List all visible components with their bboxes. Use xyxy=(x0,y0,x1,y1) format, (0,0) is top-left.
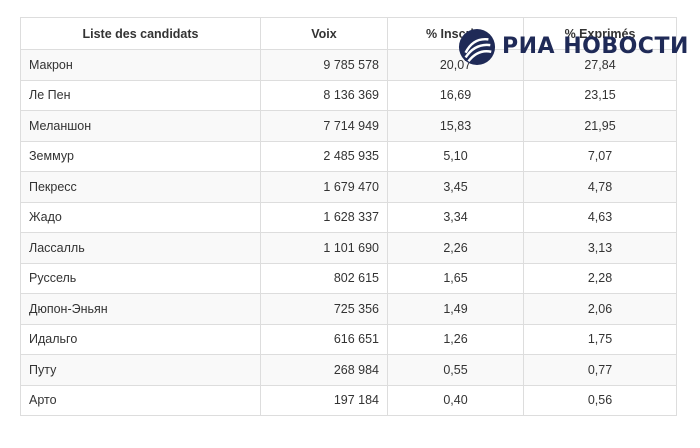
pct-registered-cell: 3,34 xyxy=(387,201,524,233)
candidate-name-cell: Макрон xyxy=(20,49,261,81)
table-row: Ле Пен 8 136 369 16,69 23,15 xyxy=(20,79,677,111)
candidate-name-cell: Арто xyxy=(20,384,261,416)
pct-expressed-cell: 3,13 xyxy=(523,232,677,264)
candidate-name-cell: Дюпон-Эньян xyxy=(20,293,261,325)
table-header-row: Liste des candidats Voix % Inscrits % Ex… xyxy=(20,17,677,50)
candidate-name-cell: Пекресс xyxy=(20,171,261,203)
watermark-text: РИА НОВОСТИ xyxy=(502,34,689,59)
votes-cell: 2 485 935 xyxy=(260,140,388,172)
pct-registered-cell: 0,40 xyxy=(387,384,524,416)
table-row: Меланшон 7 714 949 15,83 21,95 xyxy=(20,110,677,142)
pct-registered-cell: 1,65 xyxy=(387,262,524,294)
votes-cell: 802 615 xyxy=(260,262,388,294)
votes-cell: 9 785 578 xyxy=(260,49,388,81)
table-row: Лассалль 1 101 690 2,26 3,13 xyxy=(20,232,677,264)
pct-registered-cell: 0,55 xyxy=(387,354,524,386)
votes-cell: 1 679 470 xyxy=(260,171,388,203)
pct-expressed-cell: 2,28 xyxy=(523,262,677,294)
pct-registered-cell: 5,10 xyxy=(387,140,524,172)
pct-expressed-cell: 23,15 xyxy=(523,79,677,111)
pct-expressed-cell: 7,07 xyxy=(523,140,677,172)
pct-expressed-cell: 0,56 xyxy=(523,384,677,416)
header-votes: Voix xyxy=(260,17,388,50)
table-row: Дюпон-Эньян 725 356 1,49 2,06 xyxy=(20,293,677,325)
pct-expressed-cell: 0,77 xyxy=(523,354,677,386)
candidate-name-cell: Руссель xyxy=(20,262,261,294)
pct-registered-cell: 3,45 xyxy=(387,171,524,203)
table-body: Макрон 9 785 578 20,07 27,84 Ле Пен 8 136 369… xyxy=(20,49,677,416)
candidate-name-cell: Меланшон xyxy=(20,110,261,142)
table-row: Идальго 616 651 1,26 1,75 xyxy=(20,323,677,355)
table-row: Земмур 2 485 935 5,10 7,07 xyxy=(20,140,677,172)
pct-registered-cell: 1,26 xyxy=(387,323,524,355)
candidate-name-cell: Путу xyxy=(20,354,261,386)
table-row: Арто 197 184 0,40 0,56 xyxy=(20,384,677,416)
votes-cell: 7 714 949 xyxy=(260,110,388,142)
pct-registered-cell: 20,07 xyxy=(387,49,524,81)
table-row: Руссель 802 615 1,65 2,28 xyxy=(20,262,677,294)
ria-novosti-watermark: РИА НОВОСТИ xyxy=(458,27,689,67)
candidate-name-cell: Лассалль xyxy=(20,232,261,264)
pct-expressed-cell: 4,78 xyxy=(523,171,677,203)
votes-cell: 268 984 xyxy=(260,354,388,386)
table-row: Путу 268 984 0,55 0,77 xyxy=(20,354,677,386)
candidate-name-cell: Жадо xyxy=(20,201,261,233)
votes-cell: 1 101 690 xyxy=(260,232,388,264)
candidate-name-cell: Земмур xyxy=(20,140,261,172)
ria-novosti-logo-icon xyxy=(458,28,496,66)
header-candidates: Liste des candidats xyxy=(20,17,261,50)
votes-cell: 616 651 xyxy=(260,323,388,355)
pct-expressed-cell: 4,63 xyxy=(523,201,677,233)
pct-expressed-cell: 2,06 xyxy=(523,293,677,325)
votes-cell: 197 184 xyxy=(260,384,388,416)
votes-cell: 8 136 369 xyxy=(260,79,388,111)
pct-registered-cell: 16,69 xyxy=(387,79,524,111)
pct-expressed-cell: 1,75 xyxy=(523,323,677,355)
candidate-name-cell: Ле Пен xyxy=(20,79,261,111)
election-results-table: Liste des candidats Voix % Inscrits % Ex… xyxy=(20,17,677,416)
votes-cell: 725 356 xyxy=(260,293,388,325)
pct-expressed-cell: 27,84 xyxy=(523,49,677,81)
table-row: Пекресс 1 679 470 3,45 4,78 xyxy=(20,171,677,203)
pct-registered-cell: 1,49 xyxy=(387,293,524,325)
pct-registered-cell: 2,26 xyxy=(387,232,524,264)
pct-expressed-cell: 21,95 xyxy=(523,110,677,142)
votes-cell: 1 628 337 xyxy=(260,201,388,233)
candidate-name-cell: Идальго xyxy=(20,323,261,355)
header-pct-expressed: % Exprimés xyxy=(523,17,677,50)
results-table-container: Liste des candidats Voix % Inscrits % Ex… xyxy=(20,17,677,416)
table-row: Макрон 9 785 578 20,07 27,84 xyxy=(20,49,677,81)
table-row: Жадо 1 628 337 3,34 4,63 xyxy=(20,201,677,233)
pct-registered-cell: 15,83 xyxy=(387,110,524,142)
